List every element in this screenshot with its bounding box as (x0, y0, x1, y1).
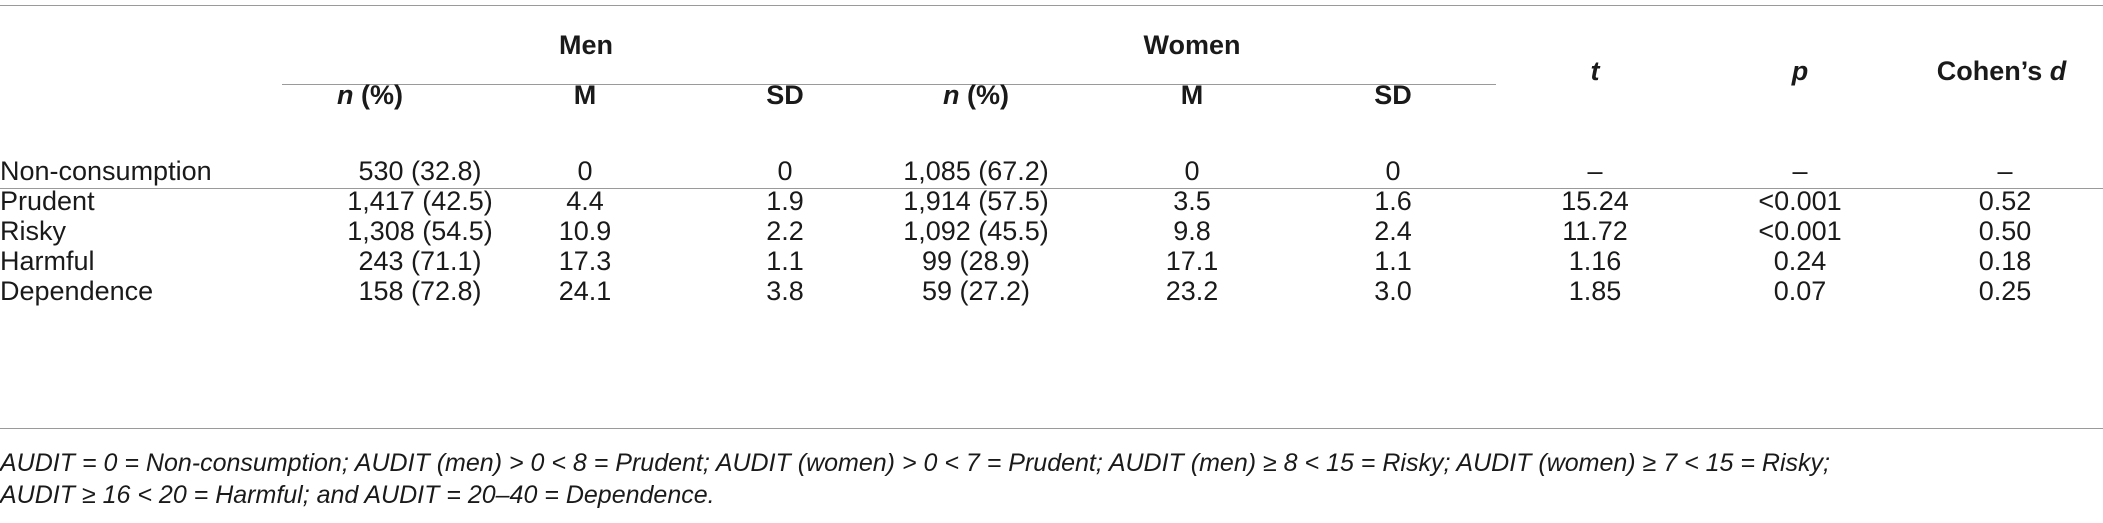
header-bottom-rule (0, 188, 2103, 189)
cell-men-m: 10.9 (558, 216, 612, 246)
group-header-men: Men (559, 30, 613, 60)
cell-men-sd: 1.1 (766, 246, 804, 276)
cell-men-m: 4.4 (566, 186, 604, 216)
col-header-cohens-d: Cohen’s d (1900, 56, 2103, 86)
cell-men-n: 158 (72.8) (358, 276, 482, 306)
cell-women-sd: 3.0 (1374, 276, 1412, 306)
cell-women-n: 1,085 (67.2) (903, 156, 1049, 186)
cell-t: 11.72 (1562, 216, 1628, 246)
cell-p: <0.001 (1758, 186, 1842, 216)
cell-women-n: 1,914 (57.5) (903, 186, 1049, 216)
col-header-men-n: n (%) (290, 80, 450, 110)
cell-t: 1.16 (1568, 246, 1622, 276)
cell-men-sd: 1.9 (766, 186, 804, 216)
cell-women-m: 3.5 (1173, 186, 1211, 216)
pct-text: (%) (959, 80, 1009, 110)
col-header-p: p (1750, 56, 1850, 86)
cell-women-m: 9.8 (1173, 216, 1211, 246)
cell-women-m: 17.1 (1165, 246, 1219, 276)
col-header-women-m: M (1180, 80, 1204, 110)
cell-men-sd: 0 (777, 156, 793, 186)
row-label: Prudent (0, 186, 95, 216)
cell-men-m: 24.1 (558, 276, 612, 306)
t-italic: t (1590, 56, 1600, 86)
row-label: Harmful (0, 246, 95, 276)
cell-men-sd: 2.2 (766, 216, 804, 246)
table-footnote-line-1: AUDIT = 0 = Non-consumption; AUDIT (men)… (0, 449, 1830, 477)
cell-cohens-d: – (1997, 156, 2013, 186)
cell-men-n: 243 (71.1) (358, 246, 482, 276)
table-footnote-line-2: AUDIT ≥ 16 < 20 = Harmful; and AUDIT = 2… (0, 481, 715, 509)
col-header-women-n: n (%) (896, 80, 1056, 110)
cell-p: 0.07 (1773, 276, 1827, 306)
cell-men-sd: 3.8 (766, 276, 804, 306)
group-header-rule (282, 84, 1496, 85)
table-top-rule (0, 5, 2103, 6)
cell-t: 1.85 (1568, 276, 1622, 306)
row-label: Non-consumption (0, 156, 212, 186)
cell-women-n: 1,092 (45.5) (903, 216, 1049, 246)
cell-men-n: 1,417 (42.5) (347, 186, 493, 216)
cell-men-m: 17.3 (558, 246, 612, 276)
cohens-text: Cohen’s (1936, 56, 2050, 86)
cell-men-m: 0 (577, 156, 593, 186)
cell-cohens-d: 0.52 (1978, 186, 2032, 216)
col-header-men-m: M (573, 80, 597, 110)
n-italic: n (943, 80, 960, 110)
cell-women-sd: 1.6 (1374, 186, 1412, 216)
col-header-women-sd: SD (1374, 80, 1412, 110)
cell-cohens-d: 0.50 (1978, 216, 2032, 246)
cell-men-n: 1,308 (54.5) (347, 216, 493, 246)
p-italic: p (1791, 56, 1809, 86)
cell-p: 0.24 (1773, 246, 1827, 276)
cell-women-sd: 2.4 (1374, 216, 1412, 246)
cell-t: 15.24 (1561, 186, 1629, 216)
cell-women-m: 0 (1184, 156, 1200, 186)
cell-women-sd: 1.1 (1374, 246, 1412, 276)
cell-p: – (1792, 156, 1808, 186)
group-header-women: Women (1143, 30, 1241, 60)
cell-cohens-d: 0.25 (1978, 276, 2032, 306)
cell-women-sd: 0 (1385, 156, 1401, 186)
row-label: Dependence (0, 276, 154, 306)
table-bottom-rule (0, 428, 2103, 429)
cell-cohens-d: 0.18 (1978, 246, 2032, 276)
col-header-men-sd: SD (766, 80, 804, 110)
cell-women-m: 23.2 (1165, 276, 1219, 306)
n-italic: n (337, 80, 354, 110)
cell-women-n: 99 (28.9) (921, 246, 1031, 276)
d-italic: d (2049, 56, 2067, 86)
cell-t: – (1587, 156, 1603, 186)
row-label: Risky (0, 216, 66, 246)
pct-text: (%) (353, 80, 403, 110)
cell-women-n: 59 (27.2) (921, 276, 1031, 306)
cell-p: <0.001 (1758, 216, 1842, 246)
cell-men-n: 530 (32.8) (358, 156, 482, 186)
col-header-t: t (1545, 56, 1645, 86)
